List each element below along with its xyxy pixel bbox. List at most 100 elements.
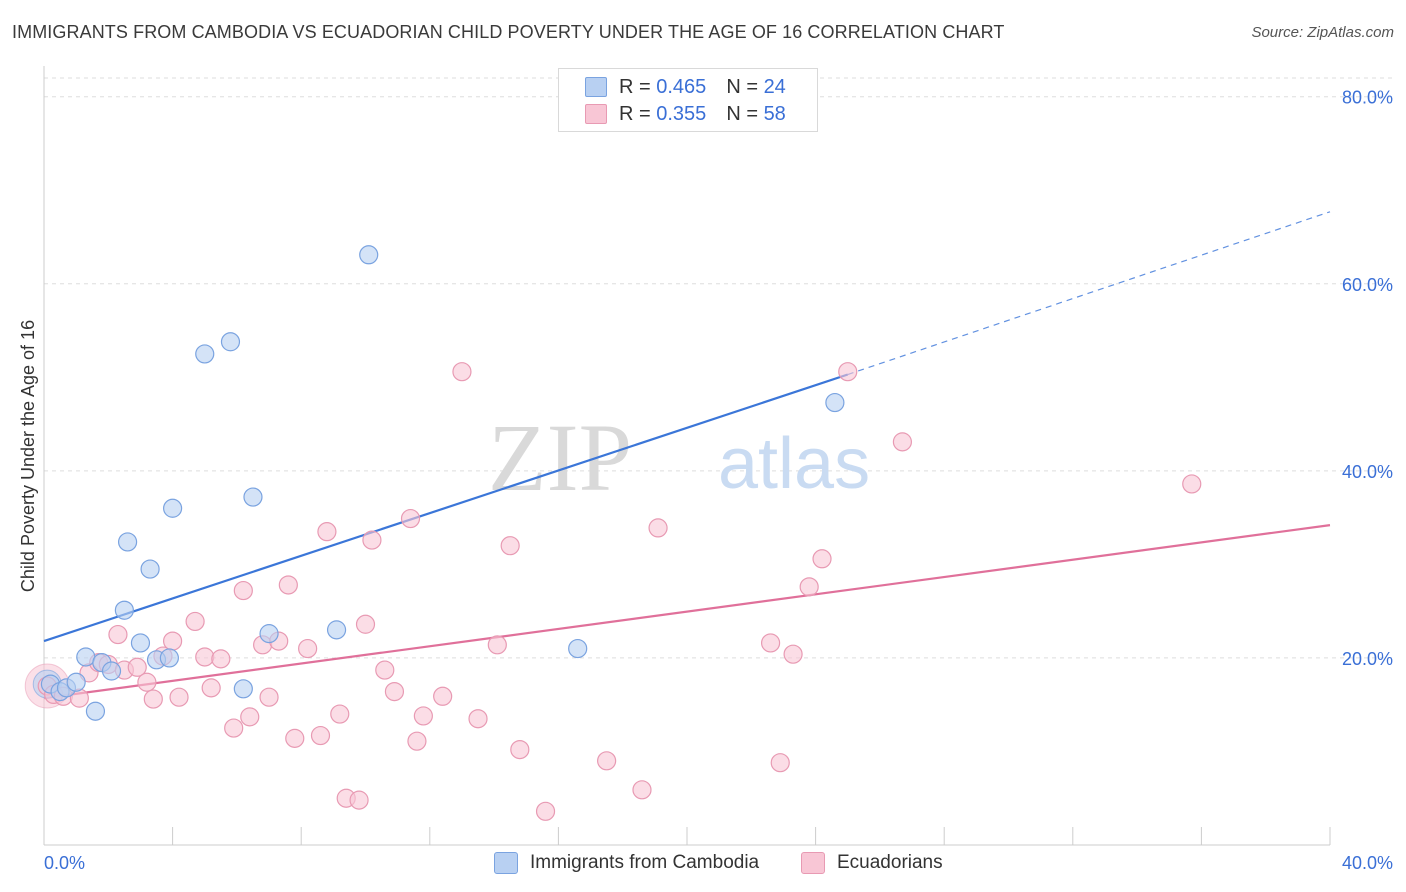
legend-item-ecuadorians: Ecuadorians (801, 852, 943, 874)
ecuadorian-point (407, 731, 427, 751)
cambodia-point (243, 487, 263, 507)
cambodia-point (326, 620, 347, 640)
ecuadorian-point (211, 649, 231, 669)
cambodia-point (220, 332, 241, 352)
legend-item-cambodia: Immigrants from Cambodia (494, 852, 759, 874)
ecuadorian-point (375, 660, 395, 680)
r-value: 0.465 (656, 75, 707, 98)
cambodia-trend-extension (847, 211, 1331, 376)
ecuadorian-point (632, 780, 652, 800)
ecuadorian-point (240, 707, 260, 727)
cambodia-point (66, 672, 86, 692)
ecuadorian-point (355, 614, 376, 634)
legend-label-ecuadorians: Ecuadorians (837, 852, 943, 873)
ecuadorian-point (597, 751, 617, 771)
ecuadorian-point (413, 706, 433, 726)
ecuadorian-point (163, 631, 183, 651)
source-note: Source: ZipAtlas.com (1251, 24, 1394, 41)
watermark-atlas: atlas (718, 424, 870, 504)
ecuadorian-point (1182, 474, 1202, 494)
ecuadorian-point (224, 718, 244, 738)
ecuadorian-point (127, 657, 147, 677)
ecuadorian-point (285, 728, 305, 748)
ecuadorian-point (185, 611, 205, 632)
ecuadorian-point (510, 739, 530, 760)
ecuadorian-point (770, 753, 790, 773)
ecuadorian-point (201, 678, 221, 698)
data-points (24, 245, 1202, 821)
stats-legend-row-cambodia: R = 0.465 N = 24 (585, 75, 786, 99)
y-axis-label: Child Poverty Under the Age of 16 (18, 320, 38, 592)
chart-title: IMMIGRANTS FROM CAMBODIA VS ECUADORIAN C… (12, 22, 1005, 42)
cambodia-point (114, 600, 134, 620)
cambodia-point (259, 624, 279, 644)
x-tick-label: 40.0% (1342, 853, 1393, 873)
ecuadorian-point (468, 709, 488, 729)
ecuadorian-point (169, 687, 189, 707)
cambodia-point (568, 638, 588, 659)
r-label: R = (619, 75, 651, 98)
cambodia-point (825, 392, 845, 413)
cambodia-legend-swatch (494, 852, 518, 874)
ecuadorian-point (799, 577, 819, 597)
cambodia-point (140, 559, 160, 579)
cambodia-point (159, 648, 179, 668)
ecuador-swatch (585, 104, 607, 124)
cambodia-point (163, 498, 183, 518)
cambodia-point (85, 701, 106, 721)
ecuador-legend-swatch (801, 852, 825, 874)
ecuadorian-point (233, 580, 253, 601)
ecuadorian-point (317, 522, 337, 542)
ecuadorian-point (298, 638, 318, 659)
watermark: ZIP atlas (488, 404, 870, 511)
ecuadorian-point (259, 687, 279, 707)
ecuadorian-point (892, 432, 913, 452)
tick-labels: 20.0% 40.0% 60.0% 80.0% 0.0% 40.0% (44, 88, 1393, 873)
cambodia-point (130, 633, 151, 653)
ecuadorian-point (108, 624, 128, 645)
ecuadorian-point (137, 672, 157, 692)
cambodia-point (233, 679, 253, 699)
ecuadorian-point (195, 647, 215, 667)
cambodia-point (359, 245, 379, 265)
x-tick-label: 0.0% (44, 853, 85, 873)
n-value: 58 (763, 102, 786, 125)
ecuadorian-point (838, 362, 858, 382)
stats-legend: R = 0.465 N = 24 R = 0.355 N = 58 (558, 68, 818, 132)
y-tick-label: 60.0% (1342, 275, 1393, 295)
ecuadorian-point (535, 801, 556, 821)
cambodia-point (117, 532, 138, 552)
y-tick-label: 80.0% (1342, 88, 1393, 108)
ecuadorian-point (278, 575, 298, 595)
legend-label-cambodia: Immigrants from Cambodia (530, 852, 760, 873)
grid-lines (44, 77, 1392, 659)
n-value: 24 (763, 75, 786, 98)
r-label: R = (619, 102, 651, 125)
ecuadorian-point (783, 644, 803, 664)
cambodia-trend-line (43, 373, 849, 643)
y-tick-label: 20.0% (1342, 649, 1393, 669)
stats-legend-row-ecuador: R = 0.355 N = 58 (585, 102, 786, 126)
watermark-zip: ZIP (488, 404, 632, 511)
ecuadorian-point (433, 686, 453, 706)
n-label: N = (726, 102, 758, 125)
ecuadorian-point (648, 518, 668, 538)
ecuadorian-trend-line (43, 524, 1331, 700)
ecuadorian-point (500, 536, 520, 556)
axes (43, 66, 1331, 846)
ecuadorian-point (812, 549, 832, 569)
series-legend: Immigrants from Cambodia Ecuadorians (0, 848, 1406, 878)
cambodia-swatch (585, 77, 607, 97)
trend-lines (43, 211, 1331, 700)
ecuadorian-point (310, 725, 331, 746)
ecuadorian-point (143, 689, 163, 709)
ecuadorian-point (330, 704, 350, 724)
ecuadorian-point (349, 790, 369, 810)
cambodia-point (195, 344, 215, 364)
ecuadorian-point (384, 681, 405, 702)
ecuadorian-point (362, 530, 382, 550)
cambodia-point (76, 647, 96, 667)
cambodia-point (101, 661, 122, 681)
ecuadorian-point (760, 633, 781, 653)
